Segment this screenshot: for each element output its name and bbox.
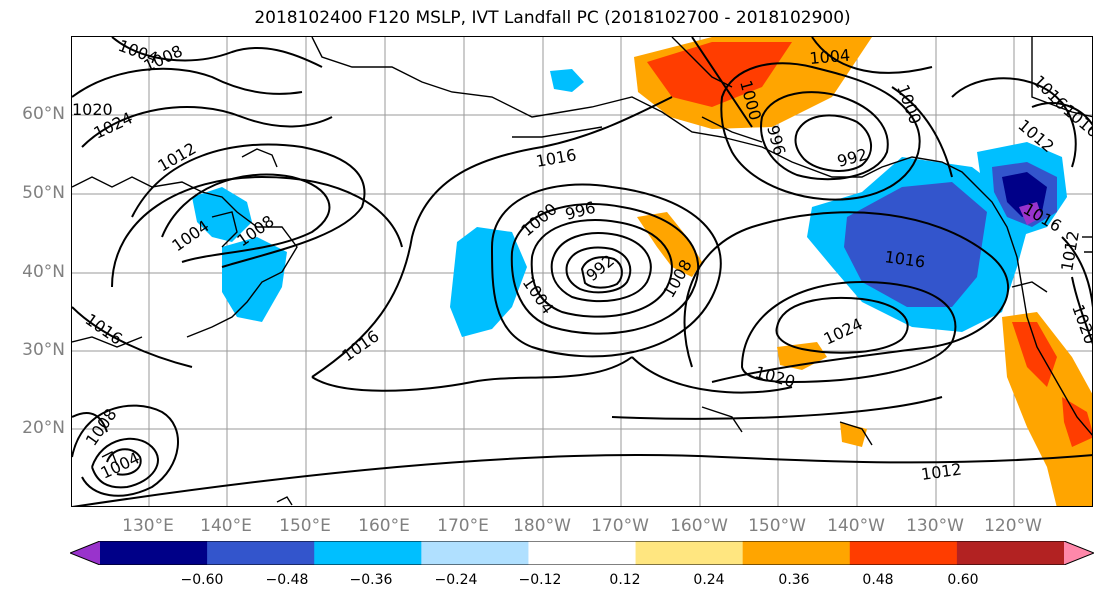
lat-label-60n: 60°N (22, 104, 65, 124)
ivt-shading (192, 37, 1092, 506)
colorbar (70, 541, 1094, 565)
colorbar-tick: 0.48 (862, 572, 894, 588)
colorbar-tick: −0.24 (434, 572, 478, 588)
lon-label: 180°W (513, 516, 571, 536)
lon-label: 140°W (827, 516, 885, 536)
isobar-label: 1016 (82, 310, 126, 349)
lon-label: 140°E (200, 516, 252, 536)
colorbar-cell (528, 541, 637, 565)
lat-label-40n: 40°N (22, 262, 65, 282)
isobar-label: 1004 (98, 448, 143, 482)
isobar-label: 992 (835, 145, 869, 171)
lat-label-50n: 50°N (22, 183, 65, 203)
isobar-label: 1000 (517, 199, 560, 240)
lon-label: 130°E (122, 516, 174, 536)
colorbar-cells (70, 541, 1094, 565)
lon-label: 170°E (437, 516, 489, 536)
isobar-label: 1012 (155, 139, 200, 176)
isobars (72, 37, 1092, 506)
lon-label: 160°E (358, 516, 410, 536)
isobar-label: 996 (763, 123, 789, 157)
map-title: 2018102400 F120 MSLP, IVT Landfall PC (2… (254, 8, 851, 28)
isobar-label: 1000 (893, 82, 925, 127)
isobar-label: 992 (582, 251, 618, 285)
colorbar-tick: 0.36 (778, 572, 810, 588)
lon-label: 150°E (279, 516, 331, 536)
lat-label-30n: 30°N (22, 340, 65, 360)
isobar-label: 1020 (1068, 302, 1093, 347)
colorbar-cell (742, 541, 851, 565)
lon-label: 170°W (591, 516, 649, 536)
colorbar-tick: −0.48 (265, 572, 309, 588)
colorbar-tick: 0.60 (947, 572, 979, 588)
lon-label: 160°W (670, 516, 728, 536)
lon-label: 150°W (748, 516, 806, 536)
colorbar-cell (1064, 541, 1094, 565)
map-canvas: 1004 1008 1024 1020 1012 1004 1008 1016 … (72, 37, 1093, 506)
isobar-label: 1024 (821, 314, 866, 348)
lat-label-20n: 20°N (22, 418, 65, 438)
isobar-label: 1004 (519, 273, 558, 317)
colorbar-cell (314, 541, 422, 565)
lon-label: 120°W (984, 516, 1042, 536)
colorbar-tick: 0.12 (609, 572, 641, 588)
isobar-label: 1016 (338, 326, 382, 365)
colorbar-tick: −0.36 (349, 572, 393, 588)
colorbar-cell (849, 541, 958, 565)
colorbar-cell (956, 541, 1065, 565)
colorbar-cell (100, 541, 208, 565)
colorbar-tick: −0.12 (518, 572, 562, 588)
colorbar-cell (70, 541, 100, 565)
colorbar-cell (421, 541, 529, 565)
colorbar-cell (635, 541, 744, 565)
map-panel: 1004 1008 1024 1020 1012 1004 1008 1016 … (71, 36, 1093, 507)
colorbar-tick: −0.60 (180, 572, 224, 588)
lon-label: 130°W (906, 516, 964, 536)
isobar-label: 1004 (809, 46, 851, 68)
colorbar-tick: 0.24 (693, 572, 725, 588)
isobar-label: 1012 (1057, 229, 1083, 272)
colorbar-cell (207, 541, 315, 565)
isobar-label: 1020 (72, 100, 113, 119)
coastlines (72, 37, 1092, 506)
isobar-label: 1016 (534, 145, 577, 171)
